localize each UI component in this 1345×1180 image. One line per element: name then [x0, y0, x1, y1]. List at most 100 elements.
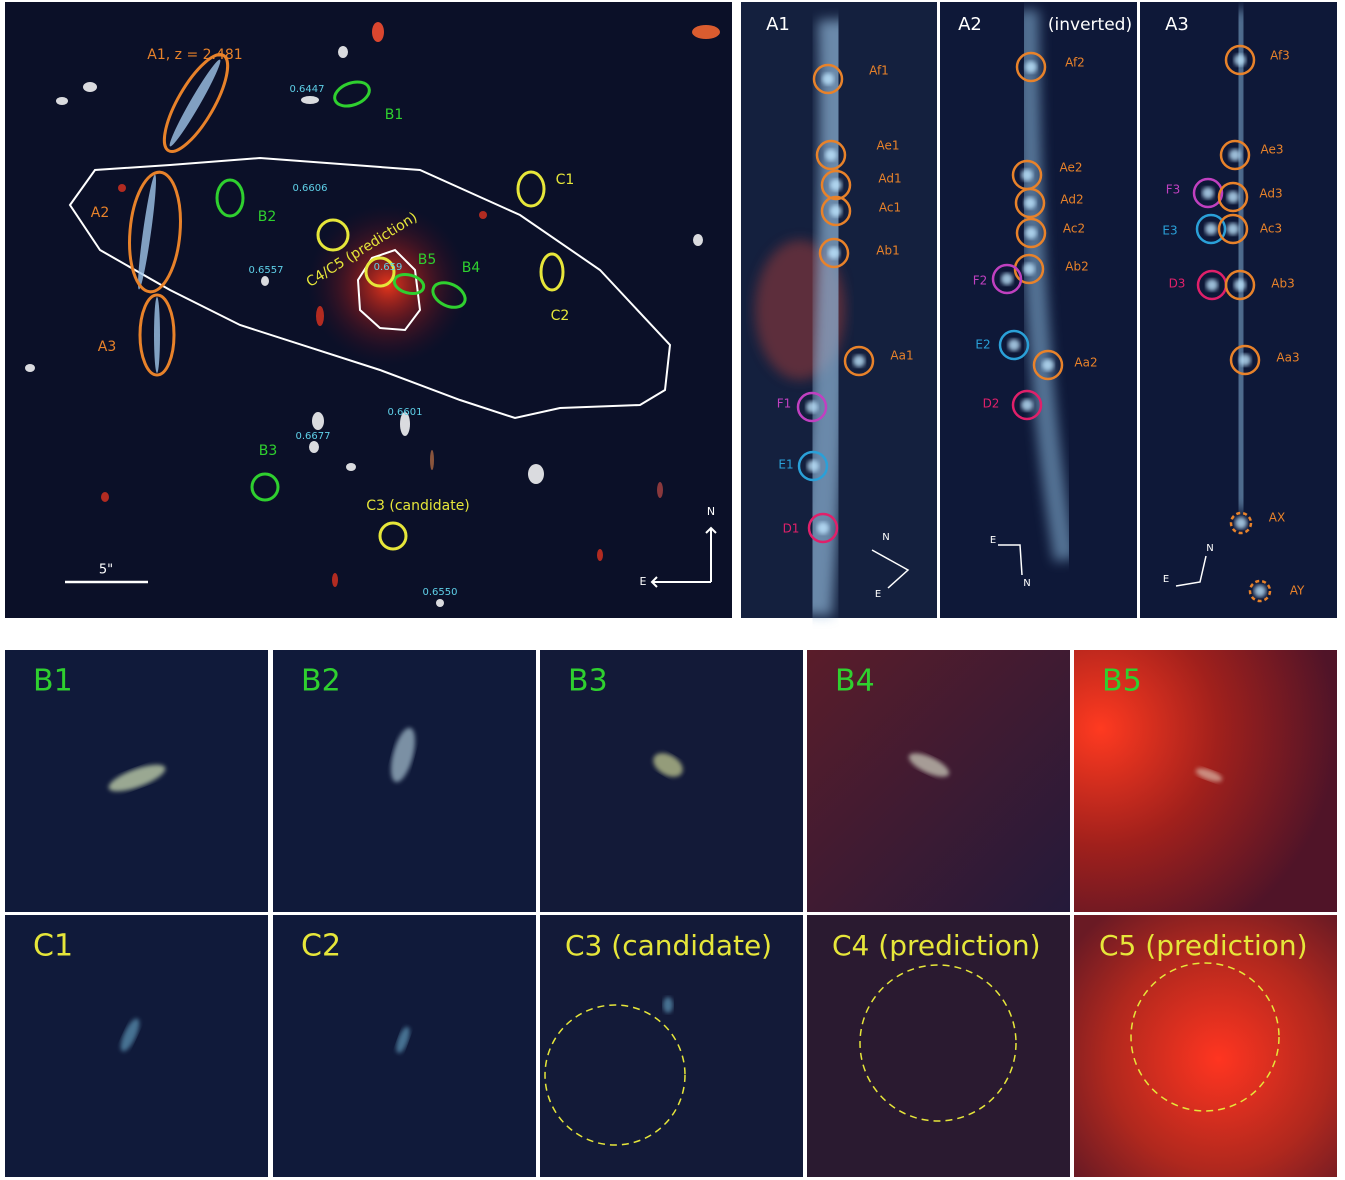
panel-title: A1 — [766, 14, 790, 35]
knot-glow — [806, 401, 818, 413]
image-label: C2 — [551, 308, 570, 324]
galaxy — [25, 364, 35, 372]
knot-label: Ad1 — [878, 172, 901, 186]
image-marker — [162, 53, 230, 153]
knot-glow — [807, 460, 819, 472]
galaxy — [430, 450, 434, 470]
knot-label: D1 — [783, 522, 800, 536]
knot-label: Ac1 — [879, 201, 901, 215]
galaxy — [312, 412, 324, 430]
galaxy — [332, 573, 338, 587]
image-label: B5 — [418, 252, 437, 268]
knot-marker — [1032, 349, 1064, 381]
galaxy — [692, 25, 720, 39]
image-label: A2 — [91, 205, 109, 221]
compass-label: N — [882, 532, 889, 543]
knot-glow — [1234, 279, 1246, 291]
knot-glow — [1024, 197, 1036, 209]
knot-marker — [1224, 44, 1256, 76]
galaxy — [400, 412, 410, 436]
knot-glow — [1042, 359, 1054, 371]
knot-glow — [1206, 279, 1218, 291]
knot-marker — [1195, 213, 1227, 245]
knot-glow — [1227, 191, 1239, 203]
knot-glow — [1001, 273, 1013, 285]
cutout-source — [396, 1026, 410, 1054]
cutout-image — [807, 650, 1070, 912]
cutout-source — [653, 753, 683, 777]
knot-marker — [1229, 344, 1261, 376]
redshift-label: 0.6677 — [296, 431, 331, 442]
galaxy — [479, 211, 487, 219]
decor — [65, 156, 1207, 589]
image-marker — [250, 472, 280, 502]
knot-glow — [1025, 61, 1037, 73]
image-marker — [364, 256, 396, 288]
galaxy — [56, 97, 68, 105]
cutout-title: C3 (candidate) — [565, 929, 772, 962]
galaxy — [338, 46, 348, 58]
prediction-circle — [544, 1004, 686, 1146]
cutout-title: C2 — [301, 929, 341, 964]
arc — [169, 59, 221, 147]
cutout-source — [120, 1018, 140, 1052]
cutout-source — [1195, 768, 1223, 782]
knot-glow — [1229, 149, 1241, 161]
knot-label: Ad3 — [1259, 187, 1282, 201]
knot-marker — [807, 512, 839, 544]
knot-glow — [1021, 399, 1033, 411]
compass-label: N — [1206, 543, 1213, 554]
compass-label: E — [990, 535, 996, 546]
panel-note: (inverted) — [1048, 15, 1132, 35]
knot-label: Aa2 — [1074, 356, 1097, 370]
knot-marker — [812, 63, 844, 95]
knot-glow — [1025, 227, 1037, 239]
knot-glow — [817, 522, 829, 534]
cutout-title: B2 — [301, 664, 341, 699]
image-marker — [516, 170, 546, 208]
redshift-label: 0.6601 — [388, 407, 423, 418]
knot-glow — [1021, 169, 1033, 181]
image-marker — [215, 178, 245, 218]
knot-marker — [820, 195, 852, 227]
redshift-label: 0.6447 — [290, 84, 325, 95]
compass-label: N — [1023, 578, 1030, 589]
knot-marker — [843, 345, 875, 377]
knot-glow — [830, 179, 842, 191]
knot-marker — [815, 139, 847, 171]
scale-label: 5" — [99, 563, 113, 578]
knot-label: Ae3 — [1260, 143, 1283, 157]
cutout-title: C4 (prediction) — [832, 929, 1041, 962]
knot-marker — [1014, 187, 1046, 219]
knot-label: Aa1 — [890, 349, 913, 363]
knot-glow — [1235, 517, 1247, 529]
galaxy — [301, 96, 319, 104]
knot-marker — [1248, 579, 1272, 603]
galaxy — [528, 464, 544, 484]
arc-streak — [1229, 9, 1253, 511]
knot-glow — [1227, 223, 1239, 235]
image-marker — [539, 252, 565, 292]
knot-marker — [820, 169, 852, 201]
knot-marker — [796, 391, 828, 423]
compass-label: E — [640, 575, 647, 588]
image-marker — [316, 218, 350, 252]
compass — [1175, 555, 1207, 587]
image-label: B2 — [258, 209, 277, 225]
knot-label: F2 — [973, 274, 988, 288]
galaxy — [309, 441, 319, 453]
knot-label: Ac2 — [1063, 222, 1085, 236]
compass — [998, 544, 1023, 576]
redshift-label: 0.6606 — [293, 183, 328, 194]
knot-marker — [1015, 217, 1047, 249]
knot-label: Ad2 — [1060, 193, 1083, 207]
knot-label: Ae2 — [1059, 161, 1082, 175]
arc — [154, 297, 160, 373]
galaxy — [693, 234, 703, 246]
knot-marker — [1217, 213, 1249, 245]
knot-glow — [825, 149, 837, 161]
knot-label: F3 — [1166, 183, 1181, 197]
knot-label: AY — [1290, 584, 1305, 598]
galaxy — [316, 306, 324, 326]
image-label: B3 — [259, 443, 278, 459]
